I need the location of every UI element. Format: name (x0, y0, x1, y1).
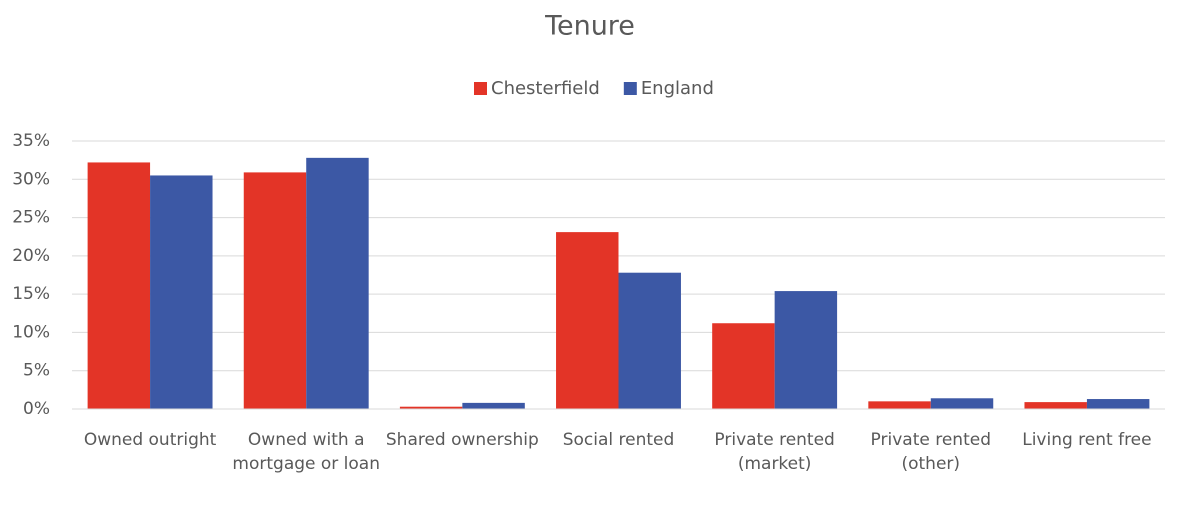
x-tick-label: Private rented (other) (870, 430, 991, 474)
bar (868, 401, 931, 409)
y-tick-label: 15% (12, 284, 50, 304)
legend-swatch (623, 82, 637, 95)
y-tick-label: 5% (23, 361, 50, 381)
x-tick-label: Living rent free (1022, 430, 1152, 450)
bar (87, 162, 151, 409)
bar (556, 232, 619, 409)
x-tick-label: Owned outright (83, 430, 217, 450)
bar (306, 157, 369, 409)
y-tick-label: 20% (12, 246, 50, 266)
legend-swatch (474, 82, 487, 95)
x-tick-label: Owned with a mortgage or loan (232, 430, 380, 474)
y-tick-label: 25% (12, 208, 50, 228)
bar (712, 323, 775, 409)
bar (1024, 402, 1087, 409)
legend-label: Chesterfield (491, 78, 600, 99)
bar (1086, 399, 1150, 409)
bar (618, 272, 681, 409)
chart-title: Tenure (544, 11, 635, 42)
x-tick-label: Private rented (market) (714, 430, 835, 474)
bar (150, 175, 213, 409)
x-tick-label: Social rented (562, 430, 675, 450)
bar (399, 406, 463, 409)
x-tick-label: Shared ownership (385, 430, 539, 450)
y-tick-label: 30% (12, 169, 50, 189)
y-tick-label: 0% (23, 399, 50, 419)
bar (774, 291, 838, 409)
y-tick-label: 35% (12, 131, 50, 151)
bar (243, 172, 307, 409)
y-tick-label: 10% (12, 322, 50, 342)
bar (930, 398, 994, 409)
legend-label: England (641, 78, 714, 99)
bar (462, 402, 525, 409)
